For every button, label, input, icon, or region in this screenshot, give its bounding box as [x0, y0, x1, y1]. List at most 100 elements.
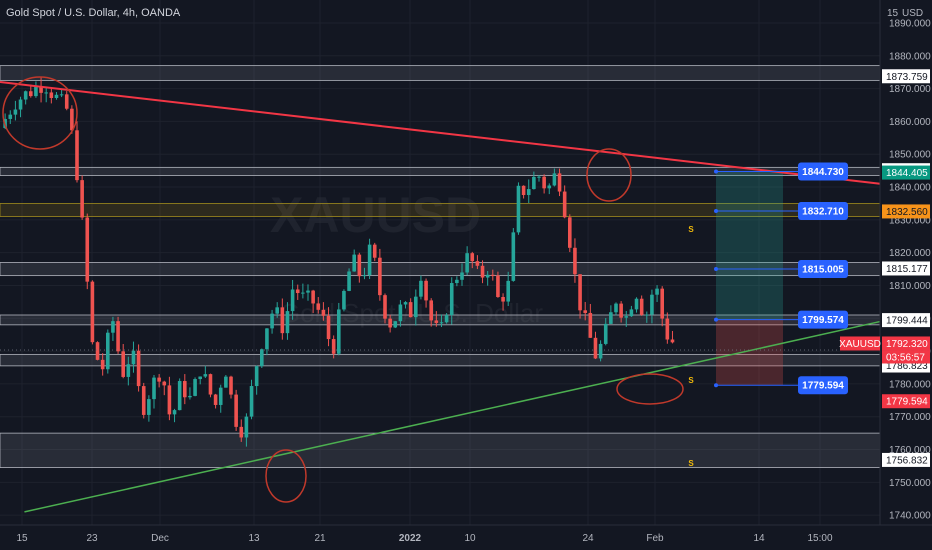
- candle-body: [162, 381, 167, 386]
- price-tick-label: 1890.000: [889, 18, 931, 29]
- level-label-text: 1844.730: [802, 167, 844, 178]
- time-tick-label: 15: [16, 533, 28, 544]
- candle-body: [136, 350, 141, 387]
- candle-body: [511, 232, 516, 281]
- time-axis[interactable]: [0, 525, 932, 550]
- candle-body: [367, 244, 372, 276]
- level-labels[interactable]: 1844.730 1832.710 1815.005 1799.574 1779.594: [714, 162, 848, 395]
- candle-body: [352, 254, 356, 272]
- price-tick-label: 1810.000: [889, 281, 931, 292]
- level-label-box[interactable]: [798, 162, 848, 181]
- price-tick-label: 1880.000: [889, 51, 931, 62]
- candle-body: [537, 176, 541, 178]
- candle-body: [465, 253, 469, 273]
- sr-zone: [0, 432, 881, 468]
- candle-body: [629, 309, 634, 317]
- support-trendline[interactable]: [24, 320, 881, 513]
- level-label-box[interactable]: [798, 376, 848, 395]
- chart-title: Gold Spot / U.S. Dollar, 4h, OANDA: [6, 7, 181, 19]
- candle-body: [496, 275, 500, 297]
- candle-body: [449, 283, 454, 316]
- candle-body: [147, 399, 151, 415]
- candle-body: [470, 253, 475, 262]
- candle-body: [75, 130, 79, 181]
- level-label-text: 1815.005: [802, 265, 844, 276]
- candle-body: [111, 321, 115, 333]
- candle-body: [260, 349, 264, 367]
- level-handle[interactable]: [714, 169, 718, 174]
- candle-body: [177, 381, 182, 411]
- candle-body: [44, 92, 48, 94]
- candle-body: [229, 376, 233, 395]
- time-tick-label: 15:00: [807, 533, 832, 544]
- symbol-tag[interactable]: [840, 336, 880, 351]
- price-tag: [882, 69, 930, 84]
- candle-body: [285, 311, 290, 334]
- resistance-trendline[interactable]: [0, 81, 881, 185]
- candle-body: [603, 323, 608, 344]
- watermark-symbol: XAUUSD: [270, 187, 481, 243]
- time-tick-label: 23: [86, 533, 98, 544]
- trendlines[interactable]: [0, 81, 881, 513]
- circle-annotation[interactable]: [586, 148, 632, 202]
- annotation-circles[interactable]: [2, 76, 684, 503]
- candle-body: [208, 374, 213, 395]
- candle-body: [460, 272, 464, 280]
- candle-body: [383, 295, 387, 319]
- candle-body: [362, 275, 367, 277]
- candle-body: [357, 254, 362, 277]
- candle-body: [326, 315, 331, 340]
- countdown-text: 03:56:57: [886, 352, 925, 363]
- circle-annotation[interactable]: [2, 76, 78, 150]
- sr-zone: [0, 65, 881, 81]
- candle-body: [665, 318, 670, 340]
- candle-body: [290, 289, 295, 312]
- candle-body: [475, 261, 480, 266]
- time-tick-label: 14: [753, 533, 765, 544]
- profit-zone[interactable]: [716, 171, 783, 320]
- price-tag-text: 1873.759: [886, 72, 928, 83]
- level-label-box[interactable]: [798, 201, 848, 220]
- candle-body: [331, 339, 336, 354]
- loss-zone[interactable]: [716, 319, 783, 386]
- price-tick-label: 1830.000: [889, 215, 931, 226]
- price-tick-label: 1870.000: [889, 84, 931, 95]
- price-tag: [882, 394, 930, 409]
- circle-annotation[interactable]: [265, 449, 307, 503]
- level-label-box[interactable]: [798, 260, 848, 279]
- candle-body: [188, 395, 192, 398]
- candle-body: [49, 92, 54, 98]
- candle-body: [568, 217, 572, 248]
- level-label-box[interactable]: [798, 310, 848, 329]
- time-axis-ticks: 15 23 Dec 13 21 2022 10 24 Feb 14 15:00: [16, 533, 833, 544]
- candle-body: [198, 376, 202, 380]
- price-tag-text: 1756.832: [886, 455, 928, 466]
- candle-body: [64, 94, 69, 109]
- candle-body: [372, 244, 377, 258]
- s-markers: S S S: [688, 225, 694, 468]
- time-tick-label: Dec: [151, 533, 169, 544]
- level-handle[interactable]: [714, 267, 718, 272]
- level-handle[interactable]: [714, 317, 718, 322]
- candle-body: [485, 274, 490, 278]
- candle-body: [491, 274, 495, 276]
- candle-body: [152, 377, 156, 400]
- candle-body: [106, 332, 110, 370]
- candle-body: [23, 91, 28, 100]
- currency-label[interactable]: USD: [902, 8, 923, 19]
- price-tag-text: 1779.594: [886, 397, 928, 408]
- price-tag-text: 1799.444: [886, 316, 928, 327]
- level-handle[interactable]: [714, 208, 718, 213]
- price-tick-label: 1760.000: [889, 445, 931, 456]
- price-tick-label: 1780.000: [889, 379, 931, 390]
- candle-body: [598, 343, 603, 359]
- circle-annotation[interactable]: [616, 373, 684, 405]
- candle-body: [532, 176, 536, 190]
- level-handle[interactable]: [714, 383, 718, 388]
- candle-body: [239, 426, 244, 438]
- candle-body: [342, 290, 346, 310]
- price-axis-top-partial: 15: [887, 8, 899, 19]
- long-position-tool[interactable]: [716, 171, 783, 386]
